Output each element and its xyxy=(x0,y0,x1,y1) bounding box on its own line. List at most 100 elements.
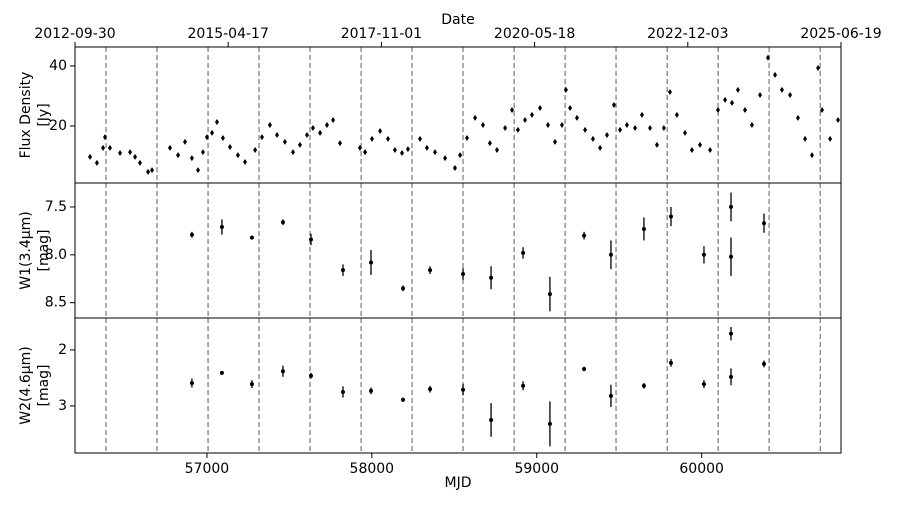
data-point xyxy=(400,149,405,156)
data-point xyxy=(698,141,703,148)
data-point xyxy=(308,373,313,378)
data-point xyxy=(545,122,550,129)
y-tick-label: 8.0 xyxy=(45,247,67,263)
data-point xyxy=(529,111,534,118)
data-point xyxy=(228,143,233,150)
y-tick-label: 3 xyxy=(58,398,67,414)
data-point xyxy=(611,101,616,108)
panel-frame xyxy=(74,182,842,319)
y-axis-label: [Jy] xyxy=(36,103,52,126)
data-point xyxy=(324,122,329,129)
data-point xyxy=(189,380,194,385)
x-tick-label: 60000 xyxy=(679,461,724,477)
y-axis-label: W2(4.6μm) xyxy=(18,346,34,424)
data-point xyxy=(521,250,526,255)
data-point xyxy=(715,107,720,114)
data-point xyxy=(308,237,313,242)
data-point xyxy=(428,268,433,273)
x-tick-label: 59000 xyxy=(514,461,559,477)
data-point xyxy=(743,107,748,114)
data-point xyxy=(167,144,172,151)
data-point xyxy=(357,144,362,151)
data-point xyxy=(689,146,694,153)
data-point xyxy=(369,260,374,265)
data-point xyxy=(310,125,315,132)
data-point xyxy=(189,232,194,237)
data-point xyxy=(401,397,406,402)
data-point xyxy=(538,104,543,111)
data-point xyxy=(176,152,181,159)
data-point xyxy=(405,146,410,153)
y-axis-label: [mag] xyxy=(36,229,52,271)
data-point xyxy=(88,153,93,160)
data-point xyxy=(547,292,552,297)
data-point xyxy=(253,146,258,153)
data-point xyxy=(820,107,825,114)
data-point xyxy=(648,125,653,132)
data-point xyxy=(489,275,494,280)
data-point xyxy=(489,417,494,422)
data-point xyxy=(521,383,526,388)
data-point xyxy=(624,122,629,129)
y-axis-label: W1(3.4μm) xyxy=(18,211,34,289)
data-point xyxy=(590,135,595,142)
data-point xyxy=(668,214,673,219)
data-point xyxy=(510,107,515,114)
data-point xyxy=(608,393,613,398)
data-point xyxy=(598,144,603,151)
data-point xyxy=(618,126,623,133)
data-point xyxy=(608,252,613,257)
data-point xyxy=(779,86,784,93)
data-point xyxy=(103,134,108,141)
data-point xyxy=(196,167,201,174)
y-tick-label: 40 xyxy=(49,58,67,74)
data-point xyxy=(267,122,272,129)
data-point xyxy=(487,140,492,147)
data-point xyxy=(182,138,187,145)
data-point xyxy=(370,135,375,142)
data-point xyxy=(280,369,285,374)
data-point xyxy=(260,134,265,141)
data-point xyxy=(729,204,734,209)
x2-tick-label: 2025-06-19 xyxy=(800,26,881,42)
y-axis-label: [mag] xyxy=(36,364,52,406)
data-point xyxy=(729,254,734,259)
data-point xyxy=(150,167,155,174)
data-point xyxy=(338,140,343,147)
data-point xyxy=(661,125,666,132)
data-point xyxy=(291,149,296,156)
data-point xyxy=(219,370,224,375)
data-point xyxy=(461,271,466,276)
x-tick-label: 57000 xyxy=(185,461,230,477)
data-point xyxy=(574,114,579,121)
data-point xyxy=(318,129,323,136)
data-point xyxy=(204,134,209,141)
data-point xyxy=(452,164,457,171)
data-point xyxy=(214,119,219,126)
data-point xyxy=(708,146,713,153)
data-point xyxy=(458,152,463,159)
data-point xyxy=(118,149,123,156)
data-point xyxy=(385,135,390,142)
data-point xyxy=(809,152,814,159)
data-point xyxy=(133,153,138,160)
data-point xyxy=(401,286,406,291)
data-point xyxy=(604,131,609,138)
data-point xyxy=(432,149,437,156)
data-point xyxy=(219,225,224,230)
data-point xyxy=(417,135,422,142)
data-point xyxy=(297,141,302,148)
data-point xyxy=(243,158,248,165)
data-point xyxy=(378,128,383,135)
data-point xyxy=(464,134,469,141)
x2-tick-label: 2012-09-30 xyxy=(34,26,115,42)
data-point xyxy=(568,104,573,111)
data-point xyxy=(761,361,766,366)
data-point xyxy=(729,331,734,336)
data-point xyxy=(280,220,285,225)
data-point xyxy=(836,116,841,123)
data-point xyxy=(758,92,763,99)
x2-axis-label: Date xyxy=(441,12,474,28)
data-point xyxy=(146,168,151,175)
data-point xyxy=(803,135,808,142)
